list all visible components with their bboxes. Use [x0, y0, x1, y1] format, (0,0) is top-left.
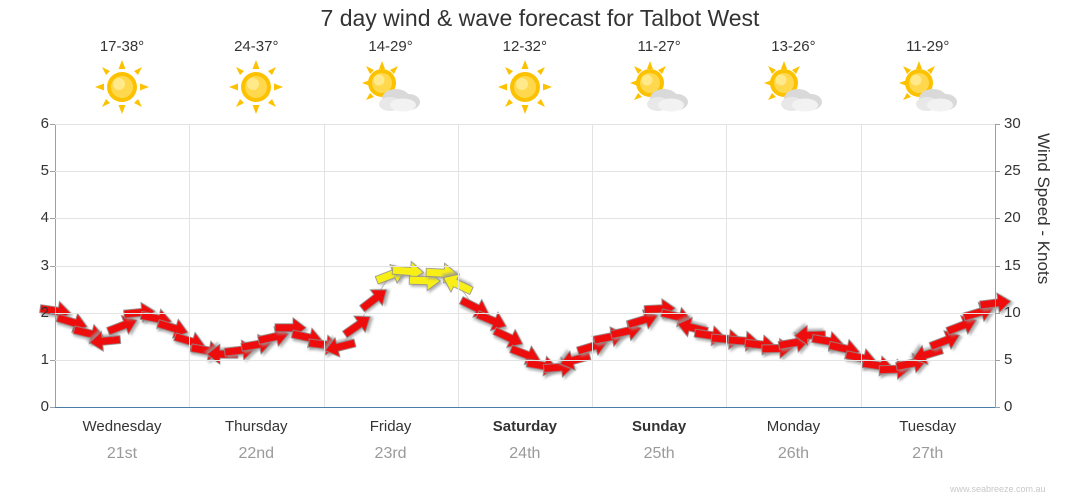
left-tick-mark	[50, 312, 55, 314]
sun-icon-wrap	[458, 59, 592, 115]
left-tick-mark	[50, 124, 55, 125]
left-tick-label: 2	[40, 303, 49, 321]
wind-arrow	[945, 314, 977, 336]
left-tick-mark	[50, 171, 55, 173]
left-tick-mark	[50, 265, 55, 267]
page-title: 7 day wind & wave forecast for Talbot We…	[320, 5, 760, 31]
day-header: 14-29°	[324, 38, 458, 115]
gridline	[55, 124, 995, 125]
wind-arrow-series	[39, 260, 1012, 381]
sun-cloud-icon	[764, 61, 823, 112]
wind-arrow	[793, 324, 826, 347]
day-temperature-range: 11-29°	[906, 38, 950, 55]
day-name: Monday	[766, 418, 821, 435]
right-tick-mark	[995, 265, 1000, 267]
left-tick-mark	[50, 407, 55, 408]
gridline	[55, 171, 995, 173]
day-name: Saturday	[492, 418, 557, 435]
day-name: Sunday	[632, 418, 687, 435]
day-date: 27th	[912, 445, 944, 462]
day-date: 24th	[509, 445, 541, 462]
right-tick-mark	[995, 407, 1000, 408]
day-name: Tuesday	[899, 418, 957, 435]
day-temperature-range: 24-37°	[234, 38, 279, 55]
day-date: 23rd	[374, 445, 407, 462]
right-tick-label: 30	[1004, 115, 1021, 132]
left-tick-label: 4	[40, 209, 49, 227]
wind-arrow	[359, 289, 388, 313]
day-header: 17-38°	[55, 38, 189, 115]
day-separator	[458, 124, 459, 407]
left-tick-mark	[50, 218, 55, 220]
left-tick-label: 1	[40, 350, 49, 368]
sun-cloud-icon	[361, 61, 420, 112]
wind-arrow	[324, 336, 357, 358]
day-separator	[726, 124, 727, 407]
right-tick-label: 20	[1004, 209, 1021, 227]
day-header: 13-26°	[726, 38, 860, 115]
gridline	[55, 312, 995, 314]
sun-cloud-icon-wrap	[726, 59, 860, 115]
right-tick-mark	[995, 218, 1000, 220]
day-separator	[189, 124, 190, 407]
day-separator	[324, 124, 325, 407]
right-tick-label: 5	[1004, 350, 1013, 368]
day-date: 25th	[643, 445, 675, 462]
sun-cloud-icon-wrap	[861, 59, 995, 115]
baseline-axis	[55, 407, 996, 408]
left-tick-mark	[50, 359, 55, 361]
gridline	[55, 218, 995, 220]
forecast-chart: www.seabreeze.com.au	[39, 124, 1046, 494]
right-tick-label: 15	[1004, 256, 1021, 274]
day-temperature-range: 13-26°	[771, 38, 816, 55]
sun-icon-wrap	[189, 59, 323, 115]
sun-icon-wrap	[55, 59, 189, 115]
day-date: 26th	[777, 445, 809, 462]
day-name: Thursday	[225, 418, 288, 435]
day-header: 11-29°	[861, 38, 995, 115]
right-tick-label: 25	[1004, 162, 1021, 180]
day-name: Friday	[369, 418, 412, 435]
gridline	[55, 265, 995, 267]
day-temperature-range: 14-29°	[368, 38, 413, 55]
wind-arrow	[341, 315, 371, 339]
day-header: 12-32°	[458, 38, 592, 115]
right-tick-mark	[995, 171, 1000, 173]
right-tick-mark	[995, 359, 1000, 361]
day-temperature-range: 17-38°	[99, 38, 145, 55]
right-tick-label: 0	[1004, 398, 1013, 415]
day-header: 24-37°	[189, 38, 323, 115]
wind-arrow	[626, 309, 659, 330]
left-tick-label: 5	[40, 162, 49, 180]
watermark: www.seabreeze.com.au	[950, 484, 1046, 494]
sun-cloud-icon-wrap	[592, 59, 726, 115]
sun-icon	[95, 60, 149, 114]
day-header: 11-27°	[592, 38, 726, 115]
left-tick-label: 3	[40, 256, 49, 274]
day-date: 21st	[106, 445, 138, 462]
left-tick-label: 6	[40, 115, 49, 132]
sun-cloud-icon-wrap	[324, 59, 458, 115]
right-tick-label: 10	[1004, 303, 1021, 321]
day-name: Wednesday	[82, 418, 162, 435]
day-temperature-range: 12-32°	[502, 38, 548, 55]
day-temperature-range: 11-27°	[637, 38, 681, 55]
wind-arrow	[106, 314, 138, 336]
wind-arrow	[88, 330, 122, 353]
day-separator	[592, 124, 593, 407]
wind-arrow	[928, 329, 961, 351]
right-tick-mark	[995, 312, 1000, 314]
sun-icon	[497, 60, 552, 114]
sun-icon	[229, 60, 284, 114]
right-tick-mark	[995, 124, 1000, 125]
left-tick-label: 0	[40, 398, 49, 415]
day-separator	[861, 124, 862, 407]
sun-cloud-icon	[898, 61, 957, 112]
gridline	[55, 359, 995, 361]
day-date: 22nd	[238, 445, 275, 462]
sun-cloud-icon	[630, 61, 689, 112]
